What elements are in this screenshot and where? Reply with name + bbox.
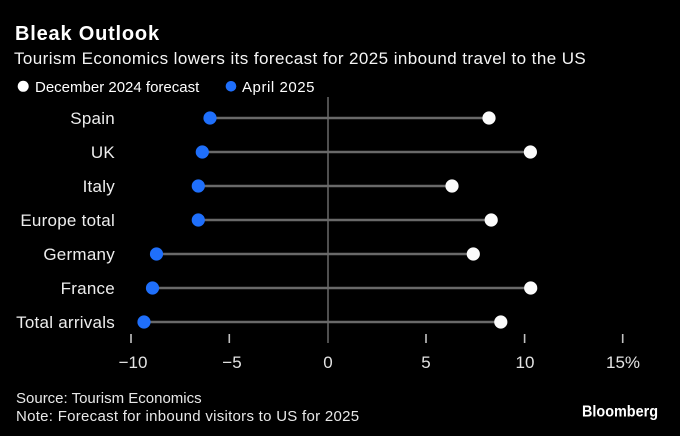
svg-text:Bloomberg: Bloomberg [582, 404, 658, 421]
